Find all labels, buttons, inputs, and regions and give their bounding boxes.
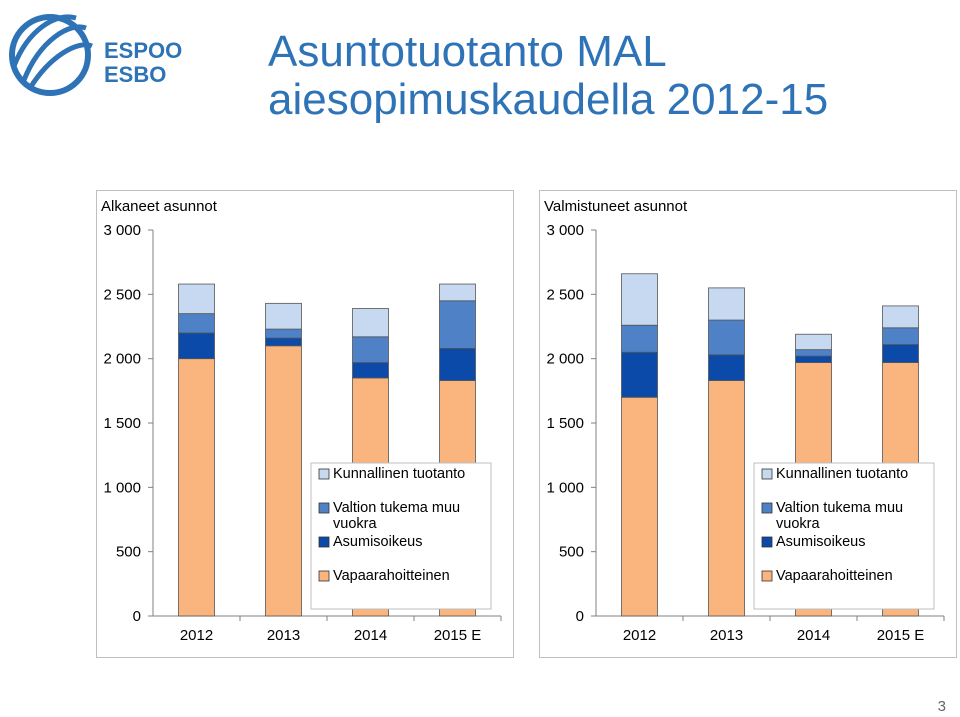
x-tick-label: 2012: [623, 627, 656, 644]
bar-segment-asumisoikeus: [708, 354, 745, 381]
bar-segment-valtion-tukema-muu-vuokra: [882, 327, 919, 345]
bar-segment-kunnallinen-tuotanto: [795, 333, 832, 351]
y-tick-label: 3 000: [103, 222, 141, 239]
x-tick-label: 2014: [354, 627, 387, 644]
legend-label-vapaarahoitteinen: Vapaarahoitteinen: [776, 568, 893, 584]
chart-valmistuneet: Valmistuneet asunnot 0 500 1 000 1 500 2 000 2…: [544, 198, 945, 644]
legend-label-valtion-tukema-muu-vuokra: Valtion tukema muu: [333, 500, 460, 516]
legend-label-kunnallinen-tuotanto: Kunnallinen tuotanto: [776, 466, 908, 482]
legend-box: [310, 462, 492, 610]
bar-segment-kunnallinen-tuotanto: [708, 287, 745, 321]
bar-segment-valtion-tukema-muu-vuokra: [352, 336, 389, 363]
bar-segment-kunnallinen-tuotanto: [621, 273, 658, 326]
legend-swatch-kunnallinen-tuotanto: [761, 468, 773, 480]
x-tick-label: 2014: [797, 627, 830, 644]
legend-label-kunnallinen-tuotanto: Kunnallinen tuotanto: [333, 466, 465, 482]
logo-text-espoo: ESPOO: [104, 38, 182, 63]
legend-label-valtion-tukema-muu-vuokra: vuokra: [333, 516, 377, 532]
bar-segment-asumisoikeus: [882, 344, 919, 363]
legend-swatch-vapaarahoitteinen: [318, 570, 330, 582]
legend-swatch-valtion-tukema-muu-vuokra: [761, 502, 773, 514]
bar-segment-asumisoikeus: [795, 355, 832, 363]
bar-segment-kunnallinen-tuotanto: [439, 283, 476, 302]
bar-segment-vapaarahoitteinen: [708, 380, 745, 617]
chart-title: Alkaneet asunnot: [101, 198, 218, 215]
chart-alkaneet: Alkaneet asunnot 0 500 1 000 1 500 2 000 2 500…: [101, 198, 502, 644]
y-tick-label: 2 000: [103, 351, 141, 368]
y-tick-label: 0: [133, 608, 141, 625]
chart-title: Valmistuneet asunnot: [544, 198, 688, 215]
y-tick-label: 0: [576, 608, 584, 625]
logo-text-esbo: ESBO: [104, 62, 166, 87]
espoo-logo-graphic: ESPOO ESBO: [9, 14, 182, 96]
legend-swatch-kunnallinen-tuotanto: [318, 468, 330, 480]
y-tick-label: 1 500: [546, 415, 584, 432]
legend-label-vapaarahoitteinen: Vapaarahoitteinen: [333, 568, 450, 584]
x-tick-label: 2015 E: [877, 627, 925, 644]
page-title-line-2: aiesopimuskaudella 2012-15: [268, 75, 829, 124]
bar-segment-valtion-tukema-muu-vuokra: [265, 328, 302, 339]
bar-segment-kunnallinen-tuotanto: [265, 302, 302, 330]
y-tick-label: 1 500: [103, 415, 141, 432]
legend-label-valtion-tukema-muu-vuokra: Valtion tukema muu: [776, 500, 903, 516]
chart-panel-alkaneet: Alkaneet asunnot 0 500 1 000 1 500 2 000 2 500…: [96, 190, 514, 658]
x-tick-label: 2013: [710, 627, 743, 644]
x-tick-label: 2015 E: [434, 627, 482, 644]
y-tick-label: 1 000: [546, 479, 584, 496]
bar-segment-kunnallinen-tuotanto: [882, 305, 919, 329]
legend-swatch-vapaarahoitteinen: [761, 570, 773, 582]
page-number: 3: [937, 698, 946, 715]
legend-box: [753, 462, 935, 610]
bar-segment-asumisoikeus: [439, 347, 476, 381]
bar-segment-asumisoikeus: [265, 337, 302, 347]
y-tick-label: 500: [116, 544, 141, 561]
chart-panel-valmistuneet: Valmistuneet asunnot 0 500 1 000 1 500 2 000 2…: [539, 190, 957, 658]
bar-segment-kunnallinen-tuotanto: [352, 308, 389, 338]
bar-segment-valtion-tukema-muu-vuokra: [178, 313, 215, 334]
page-title-line-1: Asuntotuotanto MAL: [268, 27, 667, 76]
y-tick-label: 2 500: [546, 286, 584, 303]
legend-swatch-valtion-tukema-muu-vuokra: [318, 502, 330, 514]
bar-segment-asumisoikeus: [352, 362, 389, 379]
legend-label-valtion-tukema-muu-vuokra: vuokra: [776, 516, 820, 532]
espoo-logo: ESPOO ESBO: [0, 0, 200, 110]
x-tick-label: 2013: [267, 627, 300, 644]
y-tick-label: 1 000: [103, 479, 141, 496]
page-title: Asuntotuotanto MAL aiesopimuskaudella 20…: [268, 28, 828, 124]
legend-swatch-asumisoikeus: [318, 536, 330, 548]
y-tick-label: 2 000: [546, 351, 584, 368]
bar-segment-valtion-tukema-muu-vuokra: [439, 300, 476, 349]
bar-segment-vapaarahoitteinen: [178, 358, 215, 617]
bar-segment-kunnallinen-tuotanto: [178, 283, 215, 315]
y-tick-label: 500: [559, 544, 584, 561]
y-tick-label: 3 000: [546, 222, 584, 239]
bar-segment-valtion-tukema-muu-vuokra: [621, 324, 658, 353]
x-tick-label: 2012: [180, 627, 213, 644]
legend-label-asumisoikeus: Asumisoikeus: [776, 534, 865, 550]
bar-segment-vapaarahoitteinen: [621, 396, 658, 617]
bar-segment-asumisoikeus: [621, 351, 658, 398]
bar-segment-valtion-tukema-muu-vuokra: [708, 319, 745, 356]
legend-label-asumisoikeus: Asumisoikeus: [333, 534, 422, 550]
legend-swatch-asumisoikeus: [761, 536, 773, 548]
bar-segment-valtion-tukema-muu-vuokra: [795, 349, 832, 357]
bar-segment-vapaarahoitteinen: [265, 345, 302, 617]
y-tick-label: 2 500: [103, 286, 141, 303]
bar-segment-asumisoikeus: [178, 332, 215, 360]
